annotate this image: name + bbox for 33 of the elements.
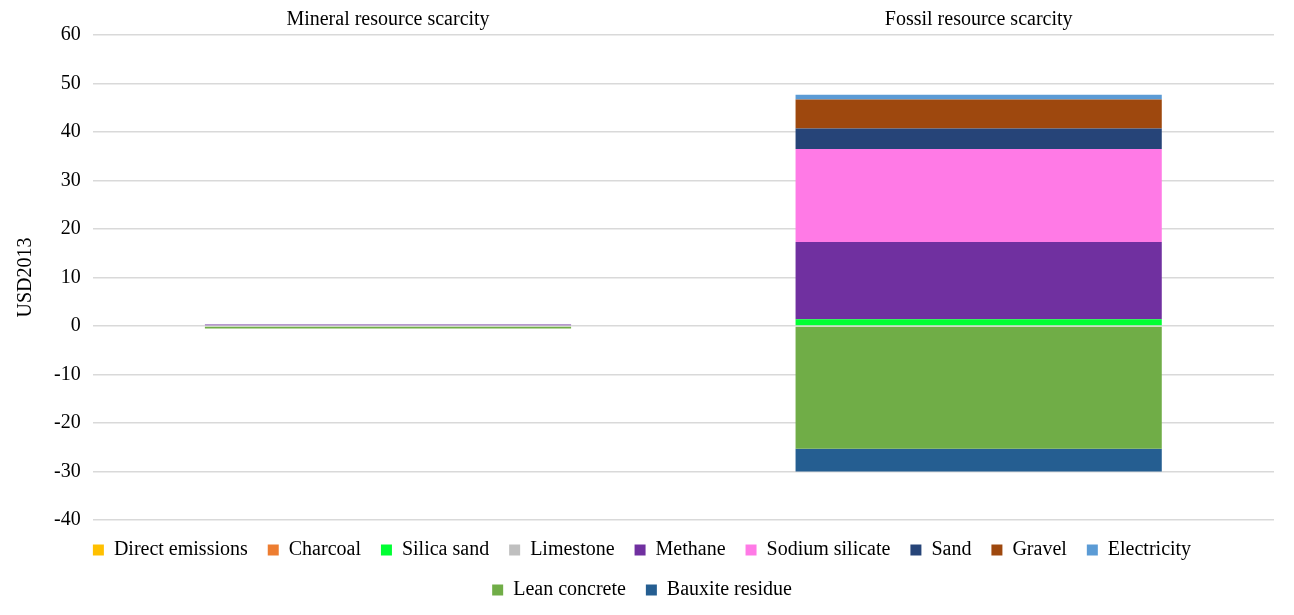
bar: [795, 94, 1162, 100]
legend-label: Methane: [655, 537, 726, 560]
y-tick-label: -20: [53, 410, 81, 433]
y-tick-label: 10: [60, 264, 81, 287]
legend-label: Electricity: [1107, 537, 1192, 561]
y-tick-label: 60: [60, 22, 81, 45]
bar: [795, 148, 1162, 243]
x-tick-label: Fossil resource scarcity: [884, 7, 1073, 31]
bar: [795, 319, 1162, 326]
legend-label: Limestone: [530, 537, 615, 560]
y-tick-label: 30: [60, 167, 81, 190]
legend-label: Lean concrete: [513, 577, 626, 600]
bar: [795, 99, 1162, 129]
legend-label: Gravel: [1012, 537, 1068, 560]
bar: [795, 242, 1162, 320]
y-tick-label: -10: [53, 361, 81, 384]
bar: [795, 128, 1162, 149]
legend-label: Sand: [931, 537, 972, 560]
y-tick-label: 40: [60, 119, 81, 142]
y-tick-label: -30: [53, 458, 81, 481]
y-tick-label: -40: [53, 507, 81, 530]
legend-label: Direct emissions: [113, 537, 248, 560]
y-tick-label: 50: [60, 70, 81, 93]
x-tick-label: Mineral resource scarcity: [286, 7, 490, 31]
y-axis-title: USD2013: [13, 237, 36, 318]
legend-label: Charcoal: [288, 537, 362, 560]
bar: [795, 448, 1162, 472]
y-tick-label: 0: [70, 313, 81, 336]
legend-label: Bauxite residue: [666, 577, 792, 600]
legend-label: Sodium silicate: [766, 537, 891, 560]
legend-label: Silica sand: [401, 537, 490, 560]
y-tick-label: 20: [60, 216, 81, 239]
bar: [795, 326, 1162, 449]
